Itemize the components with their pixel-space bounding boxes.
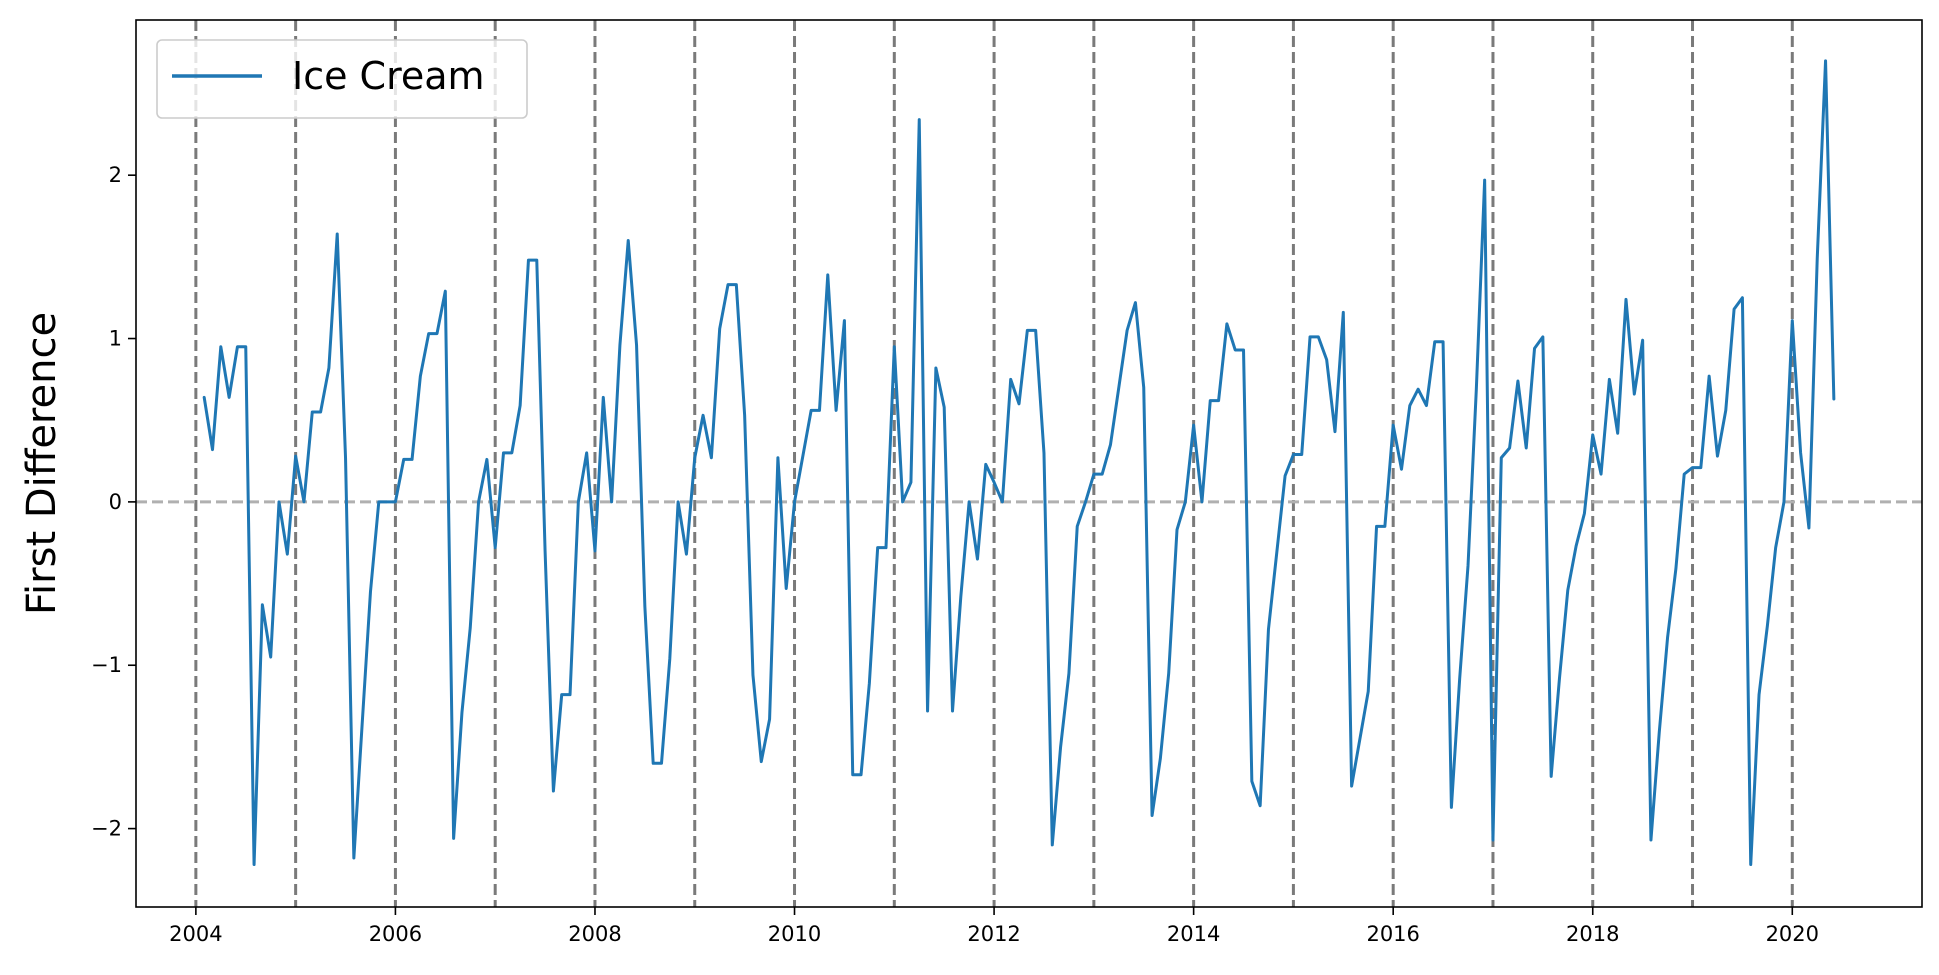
y-tick-label: −2 [91,817,122,841]
y-tick-label: −1 [91,653,122,677]
y-tick-label: 0 [109,490,122,514]
y-axis-title: First Difference [19,312,65,615]
x-tick-label: 2020 [1766,922,1819,946]
legend-box [156,39,528,119]
x-tick-label: 2012 [967,922,1020,946]
x-axis: 2004 2006 2008 2010 2012 2014 2016 2018 2020 [169,907,1819,946]
reference-lines [136,20,1922,907]
legend: Ice Cream [156,39,528,119]
legend-label: Ice Cream [292,54,485,98]
x-tick-label: 2016 [1366,922,1419,946]
x-tick-label: 2014 [1167,922,1220,946]
x-tick-label: 2008 [568,922,621,946]
x-tick-label: 2006 [369,922,422,946]
series-line-ice-cream [202,59,1836,867]
y-tick-label: 2 [109,163,122,187]
x-tick-label: 2004 [169,922,222,946]
x-tick-label: 2018 [1566,922,1619,946]
series-layer [202,59,1836,867]
x-tick-label: 2010 [768,922,821,946]
y-axis: −2 −1 0 1 2 [91,163,136,841]
y-tick-label: 1 [109,327,122,351]
plot-frame [135,19,1923,908]
